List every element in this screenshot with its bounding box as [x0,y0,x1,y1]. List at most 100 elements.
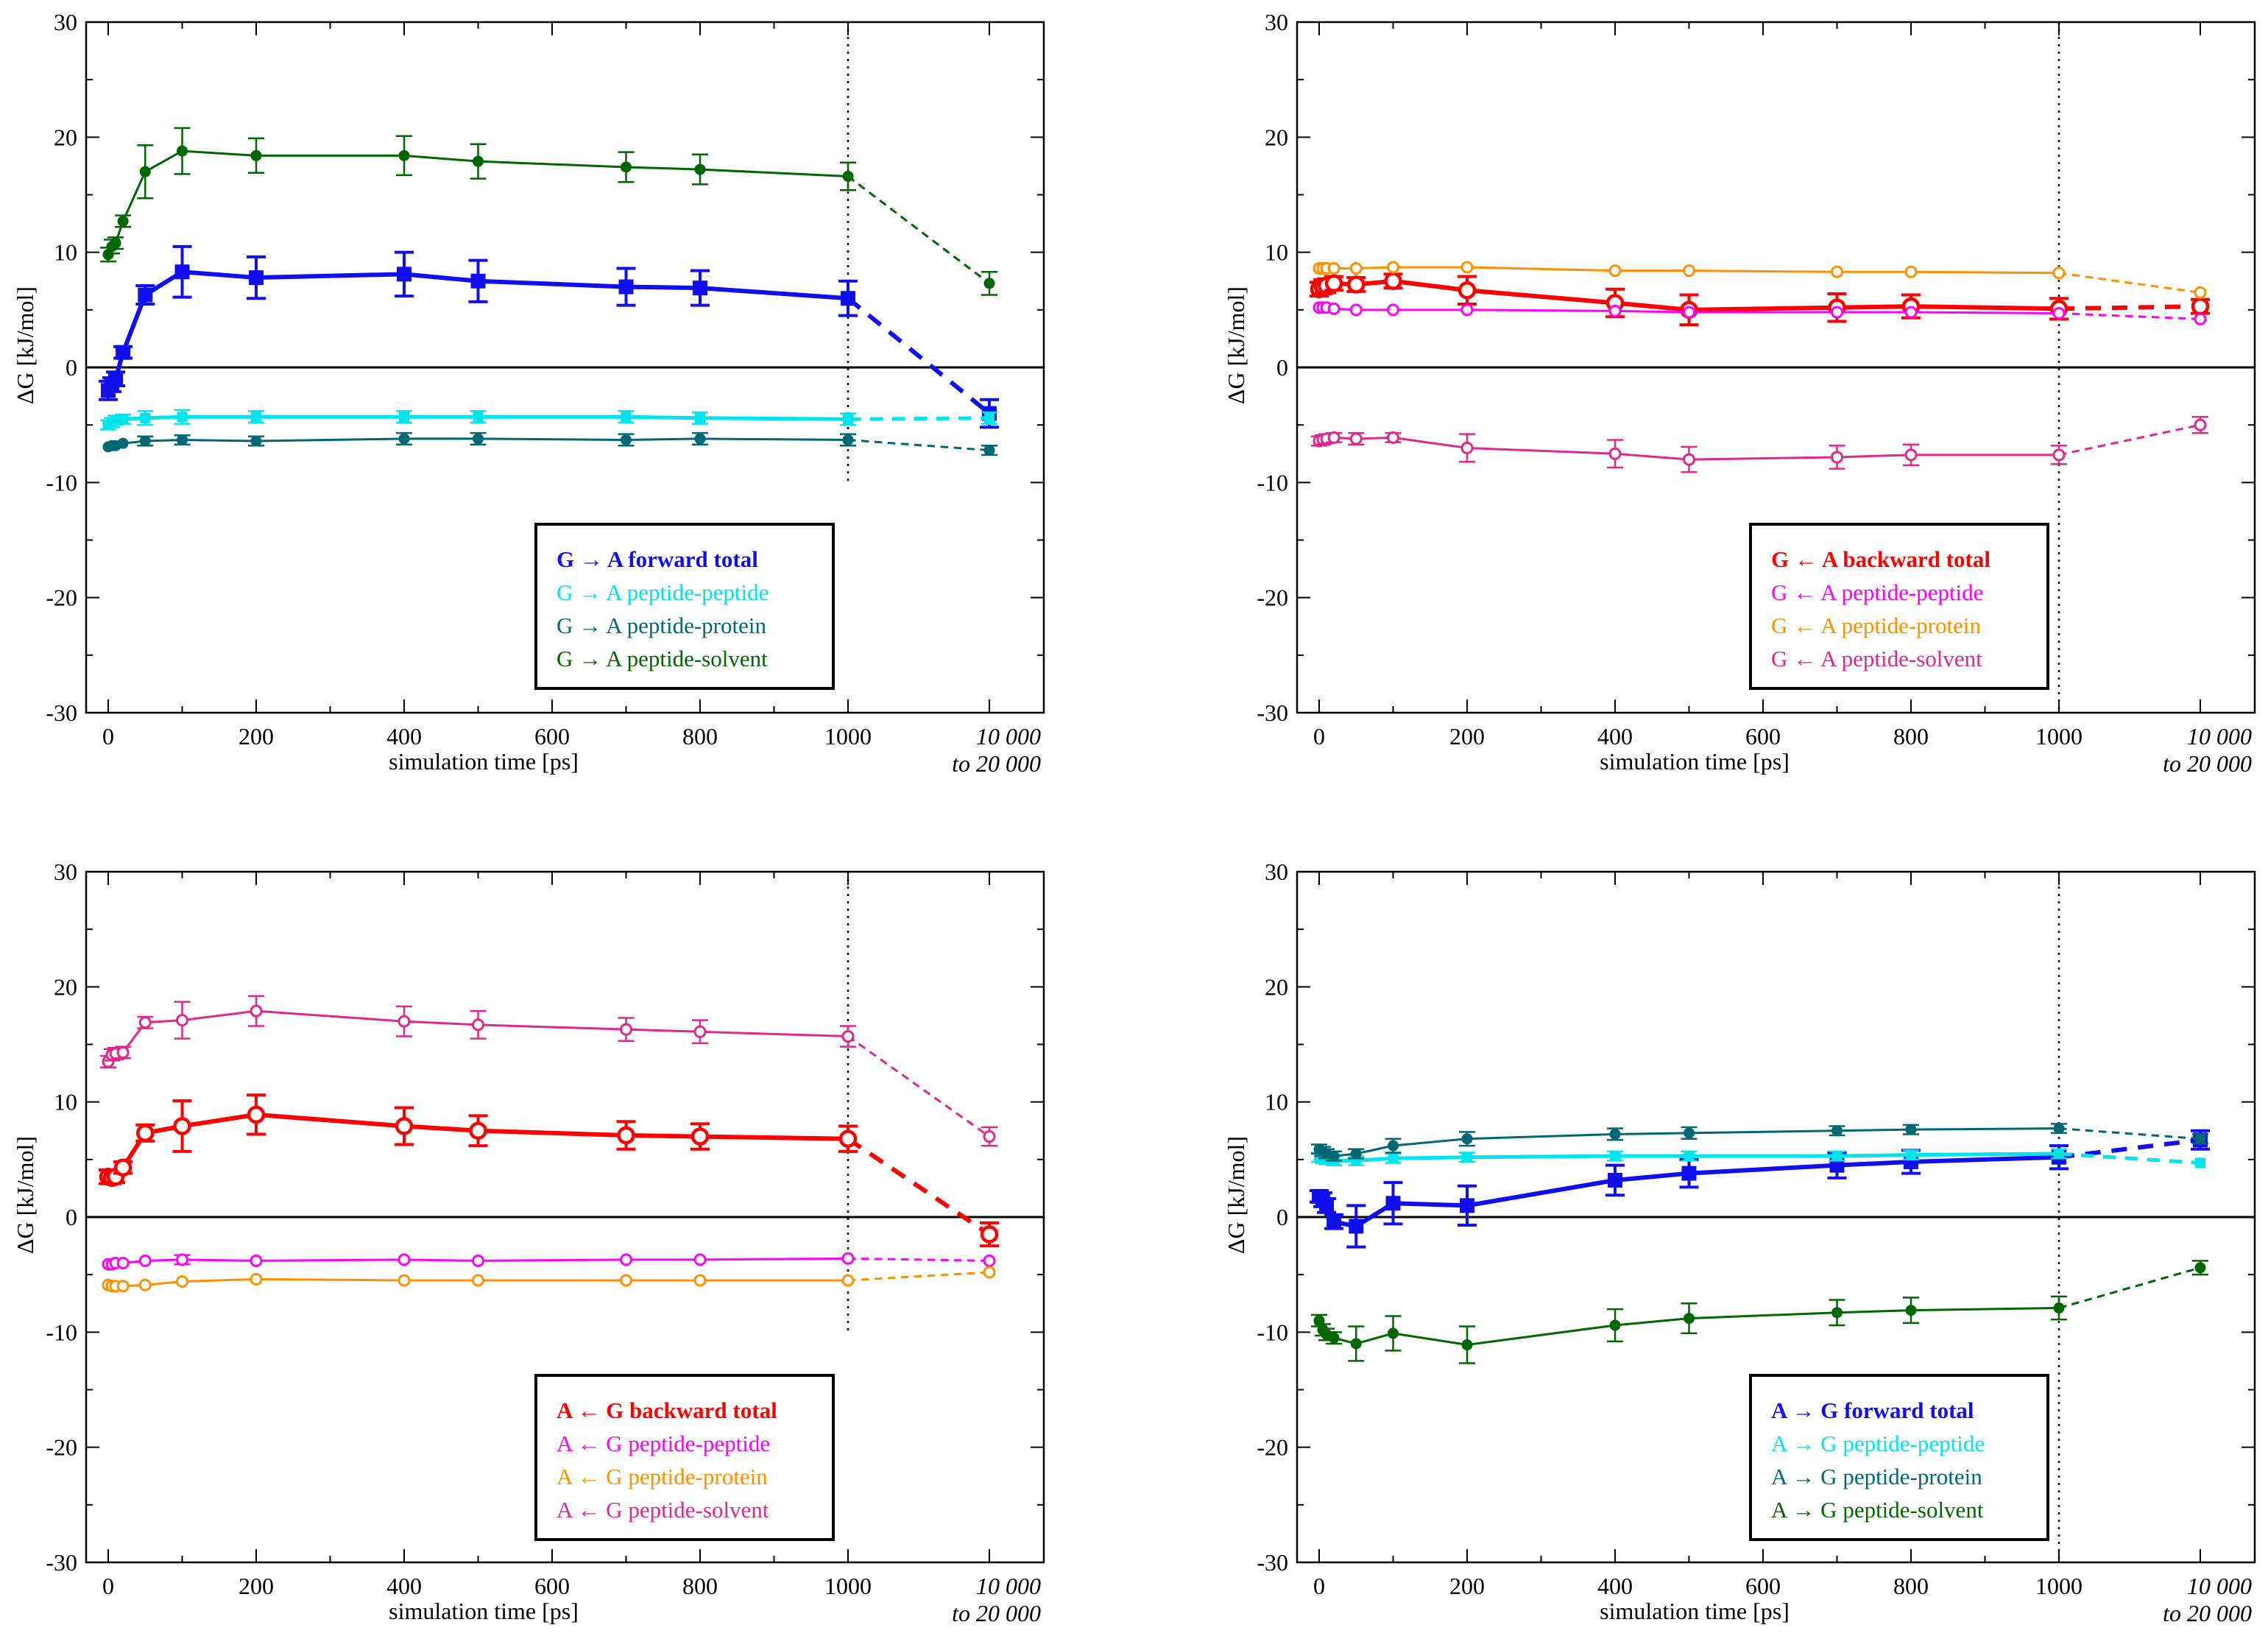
data-point [841,1252,855,1265]
x-tick-label-extra-2: to 20 000 [952,1600,1041,1626]
series-extrapolation-line [847,438,990,452]
series-2 [102,1252,996,1271]
y-axis-label: ΔG [kJ/mol] [1223,286,1249,404]
legend-box [1749,523,2049,690]
data-point [983,1266,996,1279]
legend-entry: G → A peptide-protein [557,613,766,638]
data-point [250,1254,263,1267]
legend-entry: A ← G peptide-solvent [557,1497,769,1523]
data-point [398,1274,411,1287]
legend-entry: G → A peptide-peptide [557,579,769,605]
data-point [838,1129,858,1148]
data-point [1683,306,1695,319]
y-axis-label: ΔG [kJ/mol] [12,286,38,404]
legend: G → A forward total G → A peptide-peptide… [534,523,835,690]
data-point [1387,431,1399,444]
data-point [398,1015,411,1028]
data-point [1347,275,1366,294]
data-point [2191,297,2210,316]
panel-bottom-left: -30 -20 -10 0 10 20 30 0 200 400 600 800 1000 10 000t… [12,858,1045,1626]
data-point [398,433,410,445]
data-point [470,273,486,289]
data-point [399,412,409,423]
data-point [472,1018,484,1032]
x-tick-label: 400 [1597,1573,1633,1599]
series-1 [99,244,999,429]
data-point [620,1023,632,1036]
series-1 [99,1093,999,1248]
x-tick-label: 0 [1313,723,1325,750]
data-point [116,345,131,360]
data-point [1831,1151,1843,1162]
data-point [842,170,854,182]
data-point [250,1272,263,1286]
data-point [1608,1172,1622,1188]
data-point [1387,303,1399,317]
series-extrapolation-line [2058,1266,2201,1309]
data-point [1385,1196,1401,1211]
series-extrapolation-line [847,175,990,285]
series-extrapolation-line [847,1271,990,1282]
series-extrapolation-line [2058,304,2201,311]
x-tick-label: 0 [102,723,114,750]
data-point [690,1127,710,1146]
x-tick-label: 400 [1597,723,1633,750]
data-point [693,1253,707,1266]
data-point [250,1004,263,1018]
data-point [176,1014,188,1027]
data-point [116,1257,130,1270]
data-point [621,434,632,445]
data-point [1684,1313,1695,1325]
data-point [1324,274,1343,293]
data-point [397,267,411,282]
x-tick-label: 1000 [824,1573,872,1599]
x-tick-label: 400 [386,723,422,750]
series-extrapolation-line [847,416,990,421]
data-point [1829,1157,1845,1173]
data-point [140,412,151,423]
series-3 [1313,261,2207,299]
data-point [1327,431,1340,444]
data-point [139,166,151,177]
series-2 [100,409,997,431]
series-extrapolation-line [2058,1138,2201,1160]
data-point [395,1117,414,1135]
data-point [1608,264,1622,278]
y-tick-label: 20 [1265,973,1288,1000]
x-tick-label: 600 [1745,1573,1781,1599]
data-point [1458,281,1477,300]
x-axis-label: simulation time [ps] [1600,748,1790,775]
legend-box [534,1374,835,1541]
data-point [1461,1133,1473,1145]
series-3 [102,1266,996,1293]
data-point [1461,1339,1473,1351]
data-point [138,1016,152,1029]
series-extrapolation-line [2058,1152,2201,1166]
data-point [472,1274,484,1287]
data-point [983,1254,996,1267]
series-extrapolation-line [2058,423,2201,456]
data-point [177,145,188,157]
data-point [173,1117,191,1135]
legend-entry: A → G forward total [1771,1397,1974,1423]
x-tick-label: 200 [1449,723,1485,750]
x-tick-label: 800 [682,723,718,750]
data-point [2053,1123,2065,1135]
series-extrapolation-line [2058,272,2201,294]
x-tick-label: 600 [534,723,570,750]
y-tick-label: -30 [46,699,77,726]
data-point [1460,1198,1474,1213]
y-tick-label: -30 [1257,1549,1288,1576]
x-tick-label: 600 [1745,723,1781,750]
y-tick-label: -10 [1257,469,1288,496]
data-point [108,371,124,387]
data-point [841,291,855,306]
panel-top-left: -30 -20 -10 0 10 20 30 0 200 400 600 800 1000 10 000t… [12,9,1045,777]
series-3 [1311,1123,2208,1162]
data-point [249,270,264,286]
data-point [176,1275,188,1288]
panel-bottom-right: -30 -20 -10 0 10 20 30 0 200 400 600 800 1000 10 000t… [1223,858,2256,1626]
x-tick-label-extra-2: to 20 000 [952,750,1041,777]
y-axis-label: ΔG [kJ/mol] [12,1136,38,1254]
data-point [620,1274,632,1287]
